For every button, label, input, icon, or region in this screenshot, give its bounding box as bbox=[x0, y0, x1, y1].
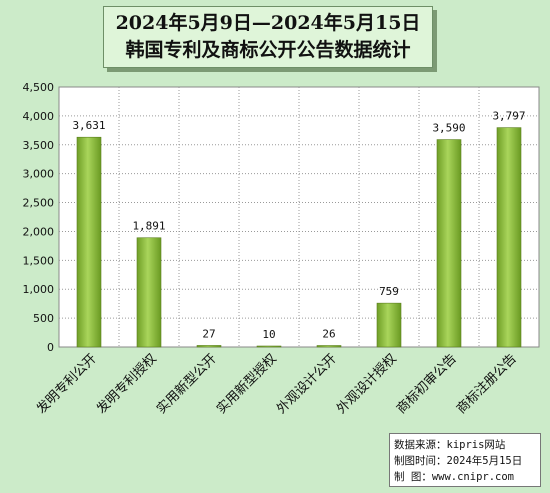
bar-value-label: 27 bbox=[202, 327, 215, 340]
source-line-2: 制图时间：2024年5月15日 bbox=[394, 455, 523, 467]
bar-value-label: 1,891 bbox=[132, 220, 165, 233]
y-tick-label: 2,000 bbox=[23, 225, 55, 238]
y-tick-label: 3,500 bbox=[23, 139, 55, 152]
y-tick-label: 500 bbox=[33, 312, 54, 325]
bar bbox=[436, 139, 462, 348]
y-tick-label: 1,500 bbox=[23, 254, 55, 267]
bar bbox=[76, 136, 102, 348]
bar bbox=[256, 345, 282, 348]
chart-title: 2024年5月9日—2024年5月15日 韩国专利及商标公开公告数据统计 bbox=[103, 6, 433, 68]
bar bbox=[496, 127, 522, 348]
x-tick-label: 实用新型公开 bbox=[153, 351, 219, 417]
bar bbox=[316, 345, 342, 348]
bar-value-label: 10 bbox=[262, 328, 275, 341]
x-tick-label: 商标初审公告 bbox=[394, 351, 460, 417]
x-tick-label: 商标注册公告 bbox=[454, 351, 520, 417]
title-line-2: 韩国专利及商标公开公告数据统计 bbox=[125, 39, 411, 61]
y-tick-label: 4,000 bbox=[23, 110, 55, 123]
source-line-1: 数据来源：kipris网站 bbox=[394, 439, 506, 451]
y-tick-label: 1,000 bbox=[23, 283, 55, 296]
bar-value-label: 759 bbox=[379, 285, 399, 298]
bar-value-label: 3,797 bbox=[492, 110, 525, 123]
x-tick-label: 外观设计授权 bbox=[333, 351, 399, 417]
title-line-1: 2024年5月9日—2024年5月15日 bbox=[115, 12, 421, 34]
bar bbox=[196, 345, 222, 348]
bar-value-label: 26 bbox=[322, 327, 335, 340]
bar-value-label: 3,631 bbox=[72, 119, 105, 132]
source-note: 数据来源：kipris网站 制图时间：2024年5月15日 制 图：www.cn… bbox=[389, 433, 541, 487]
bar bbox=[376, 302, 402, 348]
bar bbox=[136, 237, 162, 348]
y-tick-label: 3,000 bbox=[23, 168, 55, 181]
x-tick-label: 发明专利授权 bbox=[93, 351, 159, 417]
source-line-3: 制 图：www.cnipr.com bbox=[394, 471, 515, 483]
y-tick-label: 0 bbox=[47, 341, 54, 354]
y-tick-label: 4,500 bbox=[23, 81, 55, 94]
x-tick-label: 外观设计公开 bbox=[274, 351, 340, 417]
bar-value-label: 3,590 bbox=[432, 122, 465, 135]
x-tick-label: 发明专利公开 bbox=[33, 351, 99, 417]
y-tick-label: 2,500 bbox=[23, 197, 55, 210]
x-tick-label: 实用新型授权 bbox=[213, 351, 279, 417]
